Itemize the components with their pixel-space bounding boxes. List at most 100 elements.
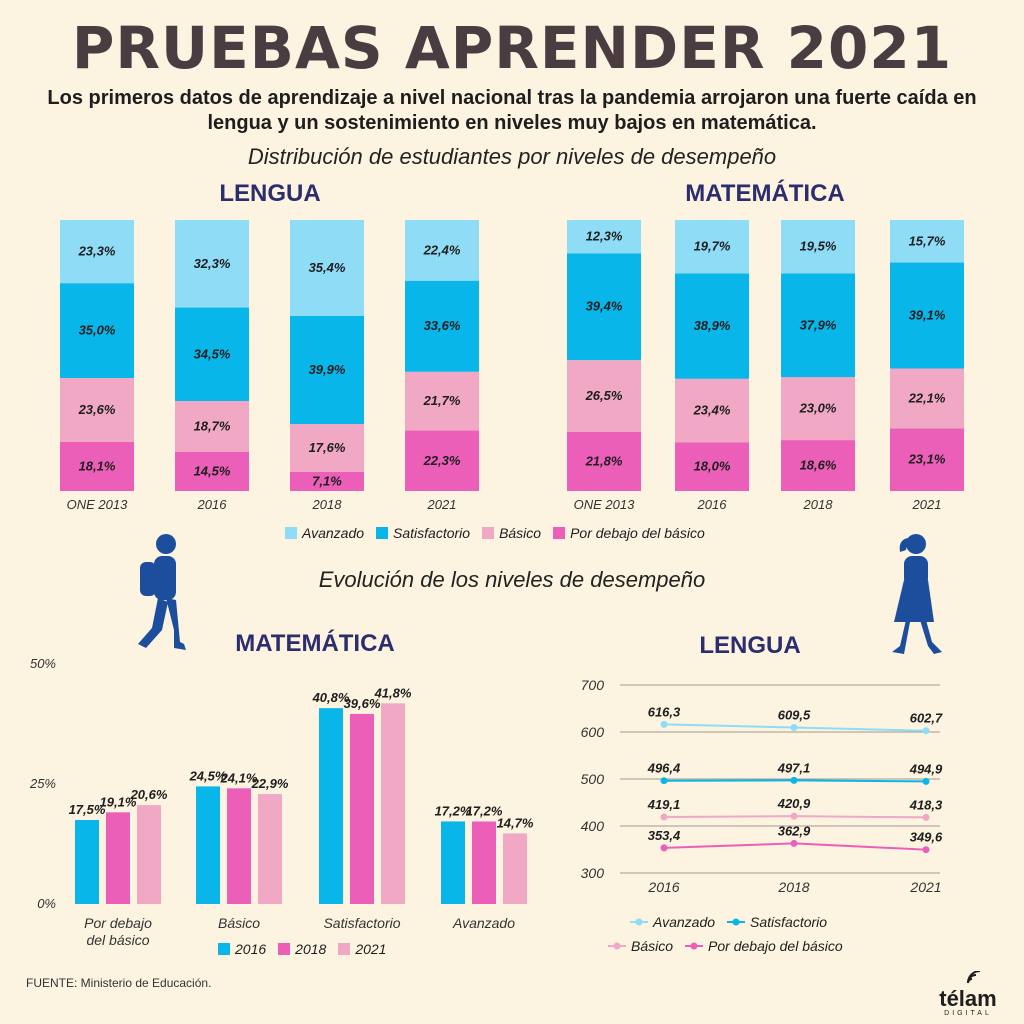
- stack-label-avanzado-2018: 19,5%: [800, 239, 837, 254]
- stack-segment-basico-one-2013: [567, 360, 641, 432]
- stack-label-satisfactorio-2016: 38,9%: [694, 318, 731, 333]
- x-tick-por-debajo: Por debajo: [84, 915, 152, 931]
- bar-label-satisfactorio-2016: 40,8%: [312, 690, 350, 705]
- stack-label-por-debajo-del-basico-2016: 18,0%: [694, 459, 731, 474]
- stack-label-satisfactorio-2018: 39,9%: [309, 362, 346, 377]
- stack-label-satisfactorio-2016: 34,5%: [194, 346, 231, 361]
- stack-segment-basico-2016: [675, 378, 749, 443]
- stack-label-por-debajo-del-basico-one-2013: 21,8%: [585, 453, 623, 468]
- page-title: PRUEBAS APRENDER 2021: [71, 14, 953, 82]
- stack-segment-por-debajo-del-basico-2018: [290, 471, 364, 491]
- legend-line-basico: Básico: [608, 938, 673, 954]
- stack-segment-satisfactorio-one-2013: [567, 253, 641, 361]
- point-label-basico-2016: 419,1: [647, 797, 681, 812]
- stack-label-satisfactorio-2018: 37,9%: [800, 317, 837, 332]
- x-tick-2016: 2016: [697, 497, 728, 512]
- bar-basico-2021: [258, 794, 282, 904]
- bar-basico-2018: [227, 788, 251, 904]
- y-tick-50: 50%: [30, 656, 56, 671]
- point-label-avanzado-2018: 609,5: [778, 708, 811, 723]
- swatch-2018: [278, 943, 291, 955]
- stack-segment-avanzado-2021: [890, 220, 964, 263]
- y-tick-0: 0%: [37, 896, 56, 911]
- stack-segment-avanzado-2016: [175, 220, 249, 308]
- stack-label-por-debajo-del-basico-2021: 22,3%: [423, 453, 461, 468]
- stack-segment-basico-2018: [290, 424, 364, 472]
- legend-item-avanzado: Avanzado: [285, 525, 364, 541]
- stack-label-avanzado-2016: 32,3%: [194, 256, 231, 271]
- legend-line-label-basico: Básico: [631, 938, 674, 954]
- stack-segment-avanzado-2016: [675, 220, 749, 274]
- stack-segment-avanzado-one-2013: [60, 220, 134, 284]
- line-swatch-avanzado: [630, 918, 648, 926]
- swatch-por-debajo: [553, 527, 566, 539]
- legend-item-basico: Básico: [482, 525, 541, 541]
- stack-label-basico-one-2013: 26,5%: [585, 388, 623, 403]
- stack-label-satisfactorio-one-2013: 39,4%: [586, 299, 623, 314]
- stack-segment-por-debajo-del-basico-2016: [675, 442, 749, 491]
- stack-label-satisfactorio-2021: 33,6%: [424, 318, 461, 333]
- stack-segment-por-debajo-del-basico-2018: [781, 440, 855, 491]
- swatch-satisfactorio: [376, 527, 389, 539]
- bar-label-basico-2018: 24,1%: [220, 770, 258, 785]
- legend-item-2021: 2021: [338, 941, 386, 957]
- bar-label-basico-2021: 22,9%: [251, 776, 289, 791]
- stack-segment-por-debajo-del-basico-2021: [890, 428, 964, 491]
- bar-basico-2016: [196, 786, 220, 904]
- girl-silhouette-icon: [892, 534, 942, 654]
- point-por-debajo-del-basico-2016: [660, 844, 668, 852]
- legend-line-avanzado: Avanzado: [630, 914, 715, 930]
- stack-label-basico-2021: 22,1%: [908, 390, 946, 405]
- stack-segment-basico-2021: [890, 368, 964, 429]
- legend-levels: Avanzado Satisfactorio Básico Por debajo…: [285, 525, 705, 541]
- telam-logo: télam DIGITAL: [928, 970, 1008, 1017]
- stack-segment-avanzado-2018: [290, 220, 364, 316]
- swatch-2021: [338, 943, 351, 955]
- stacked-chart-lengua: 18,1% 23,6% 35,0% 23,3% ONE 2013 14,5% 18,7% 34…: [60, 220, 479, 512]
- legend-item-satisfactorio: Satisfactorio: [376, 525, 470, 541]
- legend-label-basico: Básico: [499, 525, 542, 541]
- stack-segment-satisfactorio-2021: [405, 280, 479, 372]
- line-swatch-satisfactorio: [727, 918, 746, 926]
- bar-label-por-debajo-del-basico-2021: 20,6%: [130, 787, 168, 802]
- bar-label-satisfactorio-2021: 41,8%: [374, 685, 412, 700]
- signal-icon: [967, 970, 981, 984]
- point-satisfactorio-2018: [790, 776, 798, 784]
- legend-label-2018: 2018: [295, 941, 327, 957]
- point-por-debajo-del-basico-2018: [790, 839, 798, 847]
- stack-segment-basico-2018: [781, 377, 855, 441]
- legend-item-2018: 2018: [278, 941, 326, 957]
- stack-label-avanzado-one-2013: 12,3%: [586, 229, 623, 244]
- stack-label-basico-2016: 18,7%: [194, 418, 231, 433]
- legend-line-label-por-debajo: Por debajo del básico: [708, 938, 843, 954]
- legend-label-2021: 2021: [355, 941, 387, 957]
- y-tick-500: 500: [581, 771, 605, 787]
- legend-lines-row1: Avanzado Satisfactorio: [630, 914, 827, 930]
- x-tick-2021: 2021: [427, 497, 457, 512]
- stack-label-basico-one-2013: 23,6%: [78, 402, 116, 417]
- x-tick-del-basico: del básico: [86, 932, 149, 948]
- section-title-evolution: Evolución de los niveles de desempeño: [318, 567, 706, 592]
- stack-label-avanzado-2016: 19,7%: [694, 239, 731, 254]
- legend-label-por-debajo: Por debajo del básico: [570, 525, 705, 541]
- line-swatch-basico: [608, 942, 626, 950]
- x-tick-one-2013: ONE 2013: [67, 497, 128, 512]
- y-tick-25: 25%: [29, 776, 56, 791]
- legend-line-label-satisfactorio: Satisfactorio: [750, 914, 828, 930]
- bar-label-basico-2016: 24,5%: [189, 768, 227, 783]
- x-tick-avanzado: Avanzado: [452, 915, 515, 931]
- stack-label-basico-2021: 21,7%: [423, 393, 461, 408]
- x-tick-satisfactorio: Satisfactorio: [323, 915, 400, 931]
- stack-segment-satisfactorio-one-2013: [60, 283, 134, 378]
- bar-por-debajo-del-basico-2021: [137, 805, 161, 904]
- stacked-chart-matematica: 21,8% 26,5% 39,4% 12,3% ONE 2013 18,0% 23,4% 38…: [567, 220, 964, 512]
- point-label-basico-2018: 420,9: [777, 796, 811, 811]
- bar-satisfactorio-2021: [381, 703, 405, 904]
- stack-segment-avanzado-one-2013: [567, 220, 641, 254]
- bar-por-debajo-del-basico-2018: [106, 812, 130, 904]
- stack-segment-satisfactorio-2021: [890, 262, 964, 369]
- stack-segment-por-debajo-del-basico-one-2013: [60, 441, 134, 491]
- stack-label-satisfactorio-2021: 39,1%: [909, 308, 946, 323]
- bar-label-satisfactorio-2018: 39,6%: [344, 696, 381, 711]
- y-tick-400: 400: [581, 818, 605, 834]
